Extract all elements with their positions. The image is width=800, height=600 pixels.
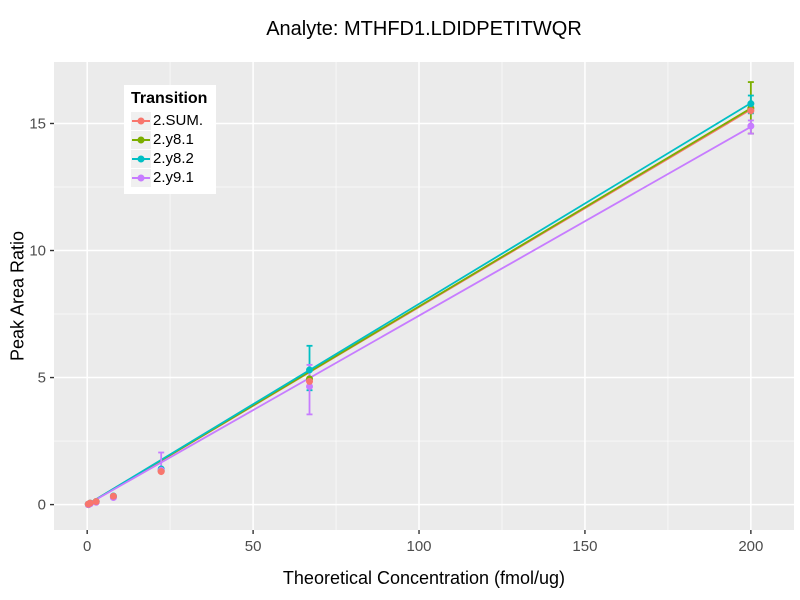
x-axis-title: Theoretical Concentration (fmol/ug)	[282, 568, 566, 588]
data-point	[306, 366, 314, 374]
x-tick-label: 150	[572, 538, 597, 555]
y-tick-label: 0	[38, 497, 46, 514]
x-tick-label: 50	[245, 538, 262, 555]
data-point	[92, 498, 100, 506]
legend-entry-label: 2.SUM.	[153, 112, 204, 129]
legend-title: Transition	[131, 90, 208, 107]
data-point	[747, 100, 755, 108]
legend-key-icon	[131, 130, 151, 149]
data-point	[747, 122, 755, 130]
legend-key-icon	[131, 168, 151, 187]
data-point	[306, 382, 314, 390]
data-point	[86, 499, 94, 507]
x-tick-label: 100	[407, 538, 432, 555]
legend-entry: 2.y8.1	[131, 130, 207, 149]
fit-line	[86, 126, 752, 506]
legend: Transition 2.SUM. 2.y8.1 2.y8.2 2.y9.1	[124, 85, 217, 194]
legend-entry: 2.SUM.	[131, 111, 207, 130]
y-tick-label: 10	[29, 243, 46, 260]
legend-entry-label: 2.y9.1	[153, 169, 194, 186]
y-tick-label: 5	[38, 370, 46, 387]
x-tick-label: 200	[738, 538, 763, 555]
x-tick-label: 0	[83, 538, 91, 555]
legend-key-icon	[131, 149, 151, 168]
data-point	[109, 492, 117, 500]
legend-entry: 2.y8.2	[131, 149, 207, 168]
legend-key-icon	[131, 111, 151, 130]
y-axis-title: Peak Area Ratio	[7, 230, 28, 362]
data-point	[306, 377, 314, 385]
legend-entry-label: 2.y8.1	[153, 131, 194, 148]
data-point	[747, 107, 755, 115]
data-point	[157, 468, 165, 476]
chart-title: Analyte: MTHFD1.LDIDPETITWQR	[266, 18, 582, 40]
legend-entry: 2.y9.1	[131, 168, 207, 187]
y-tick-label: 15	[29, 115, 46, 132]
fit-line	[86, 102, 752, 506]
legend-entry-label: 2.y8.2	[153, 150, 194, 167]
